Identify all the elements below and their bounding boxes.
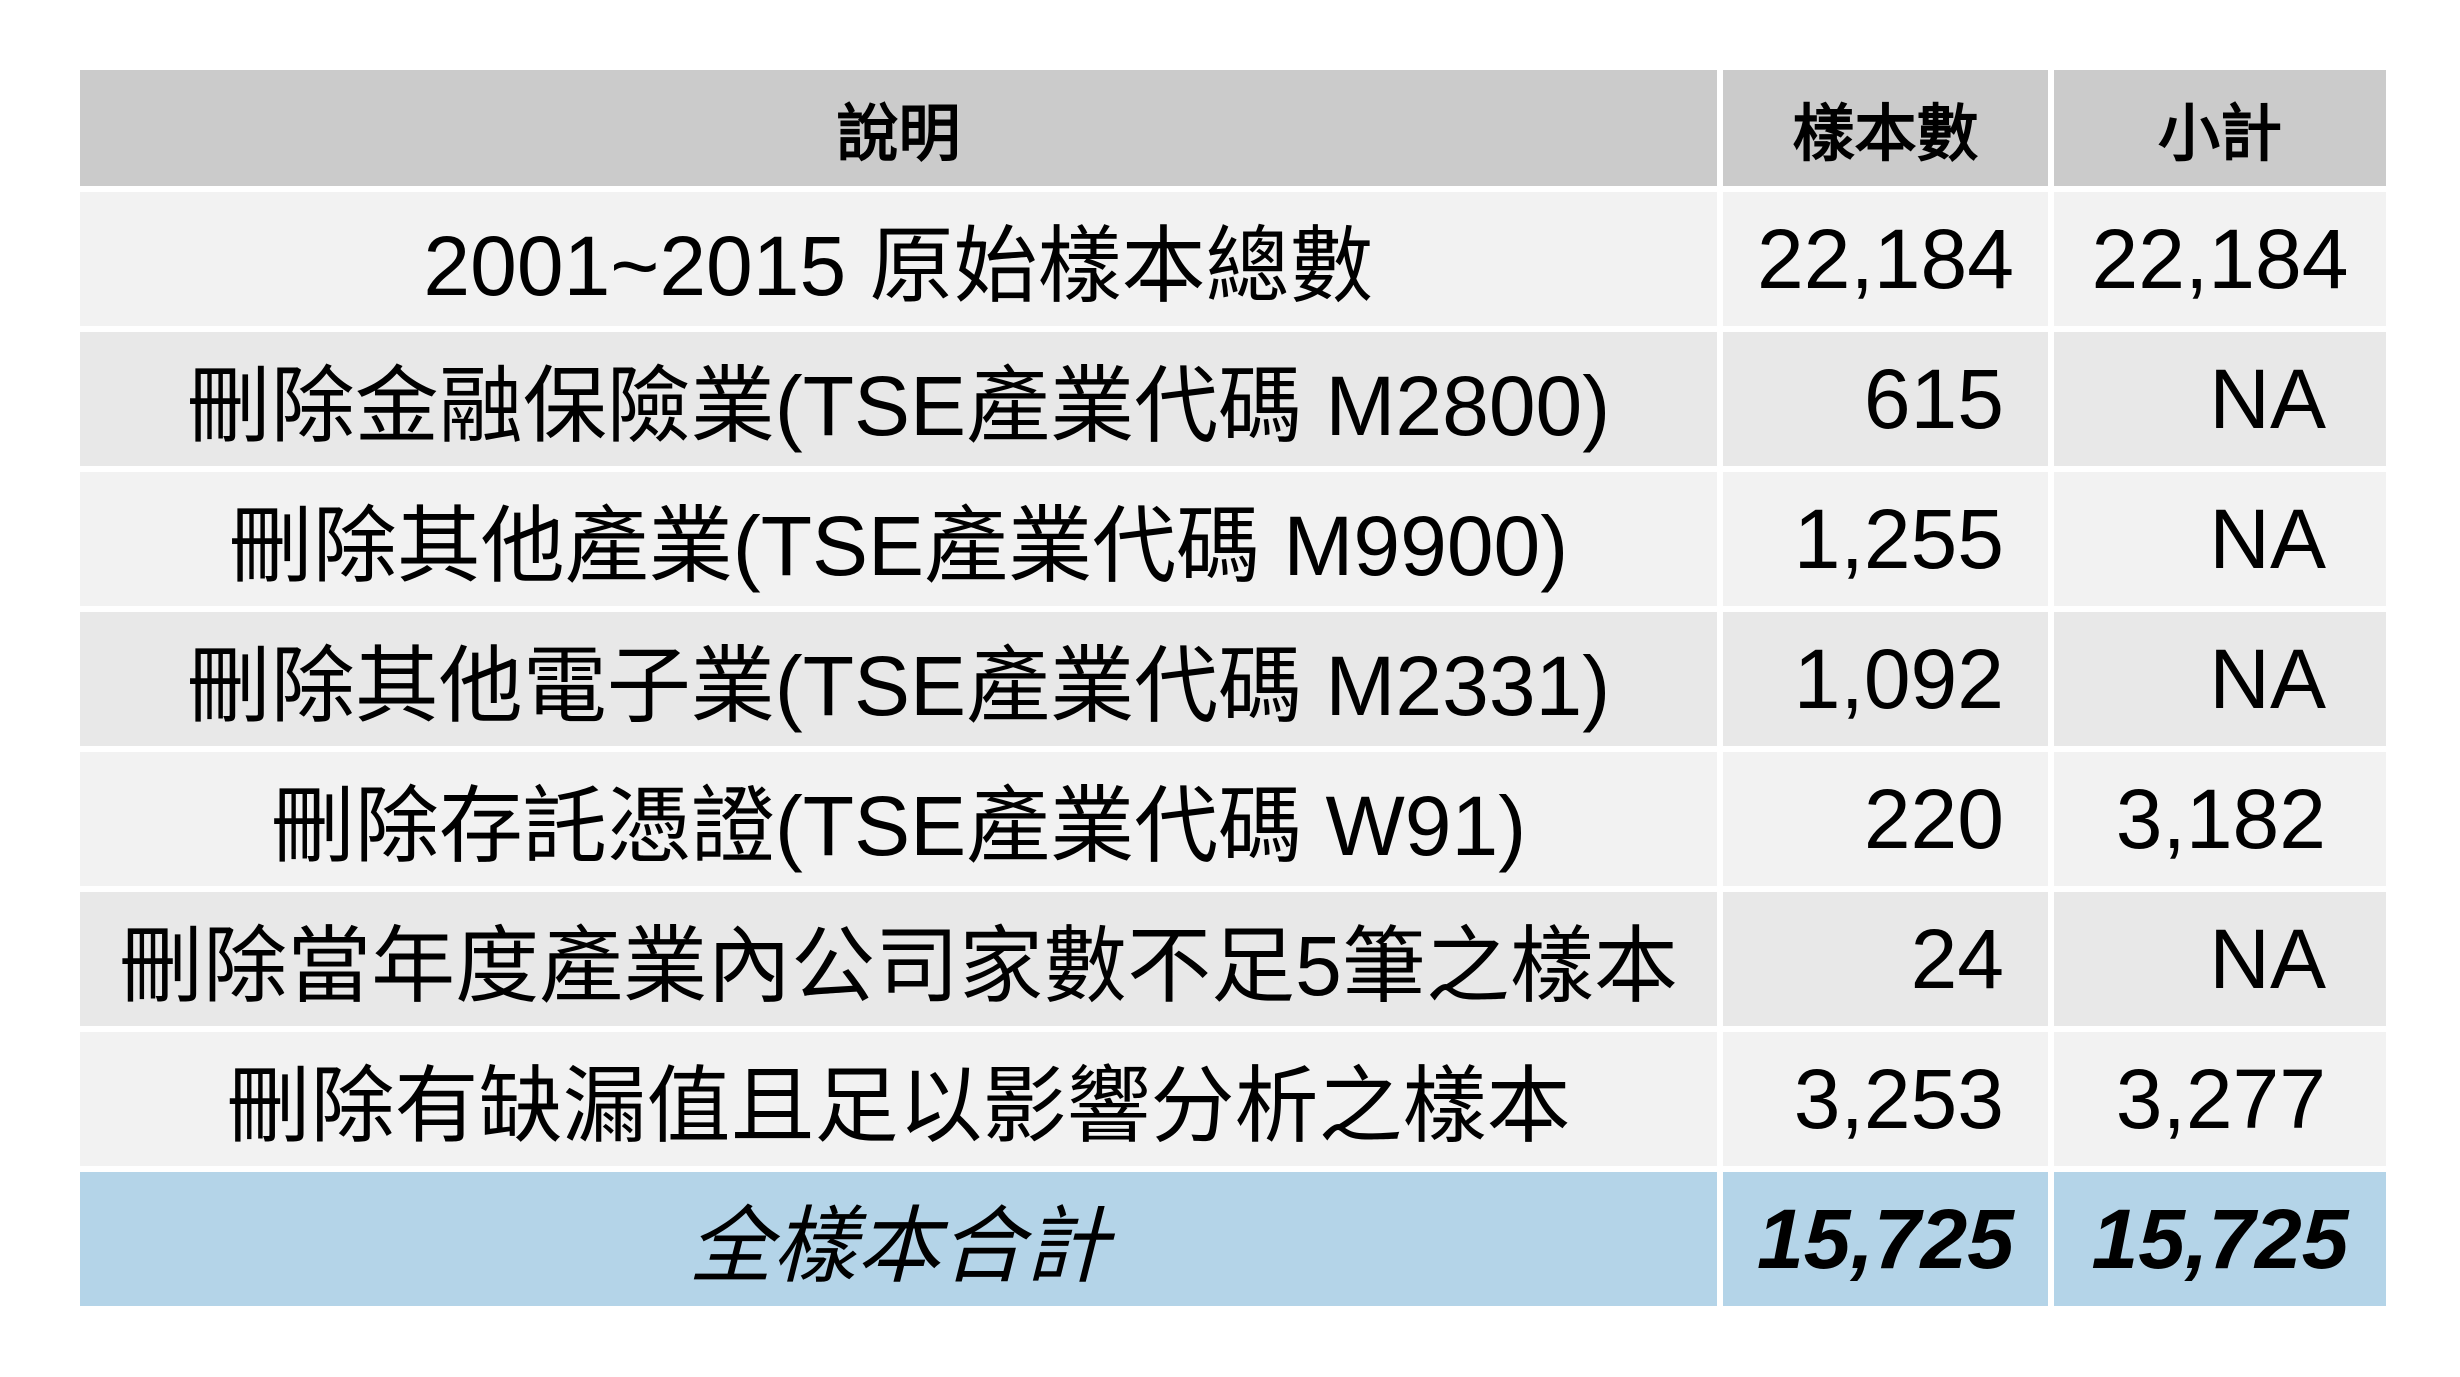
row-description: 刪除金融保險業(TSE產業代碼 M2800) <box>80 332 1717 466</box>
table-row: 刪除當年度產業內公司家數不足5筆之樣本 24 NA <box>80 892 2386 1026</box>
row-sample-count: 220 <box>1723 752 2048 886</box>
header-row: 說明 樣本數 小計 <box>80 70 2386 186</box>
total-subtotal: 15,725 <box>2054 1172 2386 1306</box>
row-subtotal: 22,184 <box>2054 192 2386 326</box>
total-row: 全樣本合計 15,725 15,725 <box>80 1172 2386 1306</box>
sample-selection-table-container: 說明 樣本數 小計 2001~2015 原始樣本總數 22,184 22,184… <box>80 70 2386 1306</box>
row-subtotal: NA <box>2054 892 2386 1026</box>
row-subtotal: 3,182 <box>2054 752 2386 886</box>
header-subtotal: 小計 <box>2054 70 2386 186</box>
table-row: 刪除其他電子業(TSE產業代碼 M2331) 1,092 NA <box>80 612 2386 746</box>
row-sample-count: 1,255 <box>1723 472 2048 606</box>
row-sample-count: 1,092 <box>1723 612 2048 746</box>
row-sample-count: 3,253 <box>1723 1032 2048 1166</box>
table-header: 說明 樣本數 小計 <box>80 70 2386 186</box>
total-description: 全樣本合計 <box>80 1172 1717 1306</box>
table-row: 2001~2015 原始樣本總數 22,184 22,184 <box>80 192 2386 326</box>
row-sample-count: 22,184 <box>1723 192 2048 326</box>
total-sample-count: 15,725 <box>1723 1172 2048 1306</box>
row-description: 刪除存託憑證(TSE產業代碼 W91) <box>80 752 1717 886</box>
row-description: 刪除其他電子業(TSE產業代碼 M2331) <box>80 612 1717 746</box>
header-description: 說明 <box>80 70 1717 186</box>
row-description: 刪除當年度產業內公司家數不足5筆之樣本 <box>80 892 1717 1026</box>
row-subtotal: NA <box>2054 472 2386 606</box>
table-row: 刪除有缺漏值且足以影響分析之樣本 3,253 3,277 <box>80 1032 2386 1166</box>
row-description: 刪除有缺漏值且足以影響分析之樣本 <box>80 1032 1717 1166</box>
table-row: 刪除其他產業(TSE產業代碼 M9900) 1,255 NA <box>80 472 2386 606</box>
header-sample-count: 樣本數 <box>1723 70 2048 186</box>
table-footer: 全樣本合計 15,725 15,725 <box>80 1172 2386 1306</box>
row-description: 刪除其他產業(TSE產業代碼 M9900) <box>80 472 1717 606</box>
row-description: 2001~2015 原始樣本總數 <box>80 192 1717 326</box>
sample-selection-table: 說明 樣本數 小計 2001~2015 原始樣本總數 22,184 22,184… <box>74 64 2392 1312</box>
row-sample-count: 615 <box>1723 332 2048 466</box>
table-body: 2001~2015 原始樣本總數 22,184 22,184 刪除金融保險業(T… <box>80 192 2386 1166</box>
row-sample-count: 24 <box>1723 892 2048 1026</box>
row-subtotal: NA <box>2054 612 2386 746</box>
table-row: 刪除金融保險業(TSE產業代碼 M2800) 615 NA <box>80 332 2386 466</box>
row-subtotal: NA <box>2054 332 2386 466</box>
table-row: 刪除存託憑證(TSE產業代碼 W91) 220 3,182 <box>80 752 2386 886</box>
row-subtotal: 3,277 <box>2054 1032 2386 1166</box>
